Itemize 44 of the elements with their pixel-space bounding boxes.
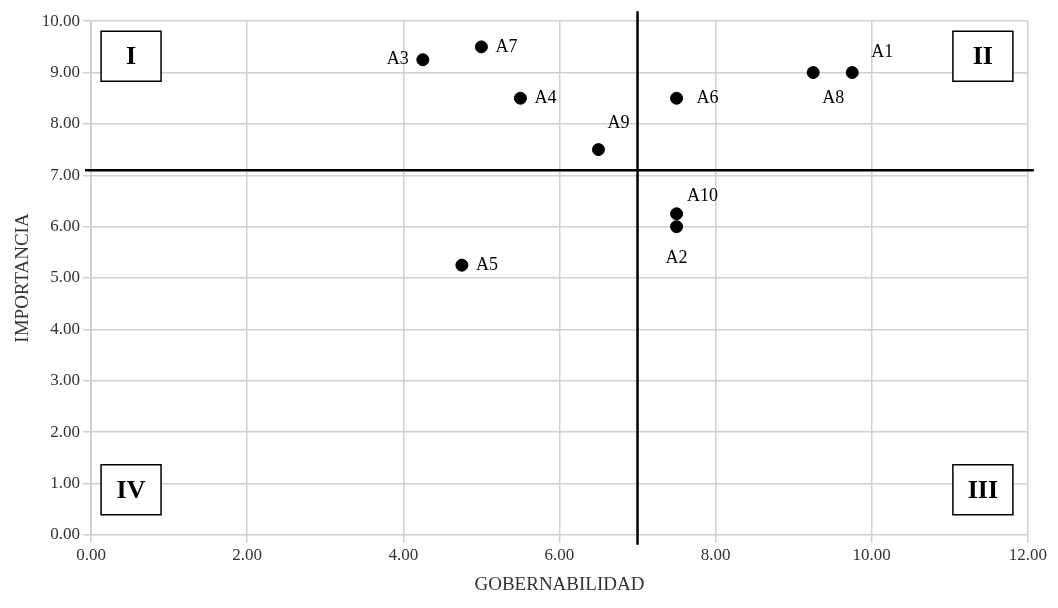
y-tick-label: 2.00 — [50, 421, 81, 441]
data-label: A2 — [665, 247, 688, 268]
x-tick-label: 10.00 — [852, 545, 891, 565]
data-label: A8 — [822, 87, 845, 108]
data-label: A1 — [871, 41, 894, 62]
data-label: A9 — [607, 112, 630, 133]
point — [474, 40, 488, 54]
y-tick-label: 6.00 — [50, 216, 81, 236]
point — [416, 53, 430, 67]
annotation: II — [972, 40, 993, 70]
data-label: A7 — [495, 35, 518, 56]
data-label: A10 — [687, 184, 719, 205]
x-tick-label: 0.00 — [76, 545, 106, 565]
y-axis-title: IMPORTANCIA — [11, 213, 33, 343]
point — [806, 66, 820, 80]
data-label: A3 — [386, 48, 409, 69]
data-label: A5 — [475, 253, 498, 274]
point — [455, 258, 469, 272]
x-tick-label: 8.00 — [700, 545, 731, 565]
x-tick-label: 12.00 — [1008, 545, 1047, 565]
x-axis-title: GOBERNABILIDAD — [474, 572, 645, 594]
data-label: A6 — [696, 86, 719, 107]
point — [845, 66, 859, 80]
y-tick-label: 7.00 — [50, 164, 81, 184]
annotation: I — [125, 40, 137, 70]
y-tick-label: 1.00 — [50, 472, 81, 492]
point — [670, 91, 684, 105]
point — [670, 207, 684, 221]
point — [592, 143, 605, 157]
y-tick-label: 9.00 — [50, 62, 81, 82]
point — [513, 91, 527, 105]
y-tick-label: 0.00 — [50, 524, 81, 544]
y-tick-label: 5.00 — [50, 267, 81, 287]
x-tick-label: 4.00 — [388, 545, 419, 565]
x-tick-label: 6.00 — [544, 545, 575, 565]
annotation: III — [967, 474, 999, 504]
y-tick-label: 3.00 — [50, 370, 81, 390]
y-tick-label: 10.00 — [41, 10, 81, 30]
y-tick-label: 4.00 — [50, 318, 81, 338]
point — [670, 220, 684, 234]
y-tick-label: 8.00 — [50, 113, 81, 133]
x-tick-label: 2.00 — [232, 545, 263, 565]
annotation: IV — [116, 474, 146, 504]
data-label: A4 — [534, 86, 557, 107]
